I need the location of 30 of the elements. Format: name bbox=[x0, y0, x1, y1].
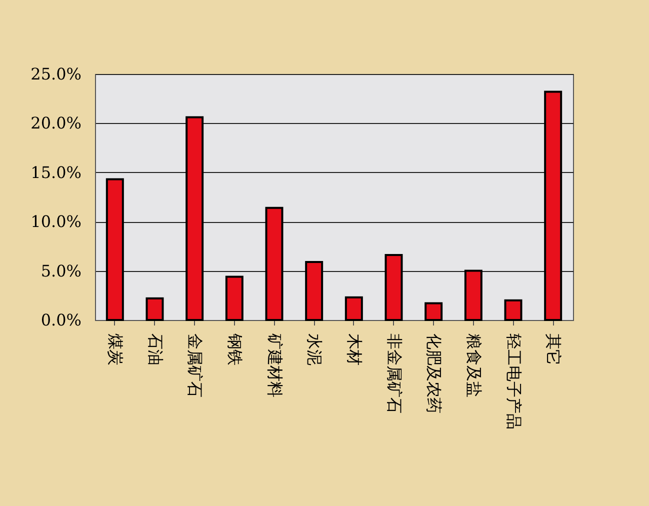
y-tick-label: 10.0% bbox=[30, 212, 82, 232]
bar bbox=[464, 270, 482, 321]
x-tick-label: 非金属矿石 bbox=[384, 334, 404, 414]
bar bbox=[305, 260, 324, 321]
x-tick-label: 木材 bbox=[344, 334, 364, 366]
x-tick-label: 煤炭 bbox=[106, 334, 125, 366]
x-tick-label: 轻工电子产品 bbox=[504, 334, 524, 430]
y-tick-label: 0.0% bbox=[40, 310, 82, 330]
x-tick-label: 化肥及农药 bbox=[424, 334, 444, 414]
x-tick-label: 粮食及盐 bbox=[464, 334, 484, 398]
bar bbox=[265, 206, 284, 321]
bar bbox=[225, 276, 244, 321]
bar bbox=[106, 178, 124, 321]
y-tick-label: 15.0% bbox=[30, 162, 82, 182]
y-tick-label: 25.0% bbox=[30, 64, 82, 84]
bar bbox=[384, 254, 403, 321]
bar bbox=[344, 296, 363, 321]
x-tick-label: 水泥 bbox=[305, 334, 324, 366]
x-tick-label: 矿建材料 bbox=[265, 332, 284, 398]
y-tick-label: 20.0% bbox=[30, 114, 82, 133]
x-tick-label: 金属矿石 bbox=[186, 334, 205, 398]
x-tick-label: 钢铁 bbox=[225, 332, 244, 366]
y-tick-label: 5.0% bbox=[40, 261, 82, 280]
bar bbox=[424, 302, 443, 321]
x-tick-label: 石油 bbox=[146, 334, 165, 366]
bar bbox=[504, 299, 522, 321]
bar bbox=[146, 297, 164, 321]
x-tick-label: 其它 bbox=[544, 334, 564, 366]
bar bbox=[186, 116, 204, 321]
bar bbox=[544, 90, 562, 321]
